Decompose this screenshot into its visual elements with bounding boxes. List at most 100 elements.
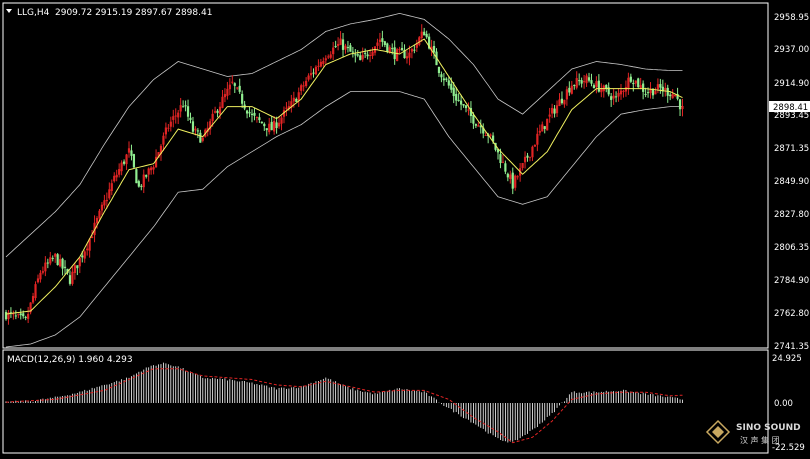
candle-body bbox=[548, 114, 551, 117]
candle-body bbox=[573, 84, 576, 86]
candle-body bbox=[110, 183, 113, 191]
candle bbox=[73, 262, 76, 280]
candle bbox=[661, 79, 664, 97]
candle-body bbox=[297, 92, 300, 101]
candle-body bbox=[61, 258, 64, 269]
candle-body bbox=[555, 105, 559, 114]
candle bbox=[541, 121, 544, 132]
candle-body bbox=[681, 106, 684, 110]
candle-body bbox=[275, 122, 278, 129]
candle-body bbox=[81, 255, 84, 258]
candle bbox=[452, 82, 455, 104]
candle bbox=[430, 39, 433, 57]
candle bbox=[398, 46, 401, 54]
candle bbox=[464, 105, 468, 113]
candle bbox=[19, 308, 22, 320]
candle-body bbox=[51, 257, 54, 259]
candle bbox=[27, 306, 30, 324]
candle bbox=[233, 82, 236, 93]
candle-body bbox=[494, 142, 497, 150]
candle bbox=[351, 46, 354, 58]
candle bbox=[349, 42, 352, 52]
candle-body bbox=[324, 58, 327, 61]
candle-body bbox=[383, 41, 386, 45]
candle-body bbox=[91, 236, 94, 239]
candle-body bbox=[182, 106, 185, 108]
candle bbox=[455, 87, 458, 106]
candle bbox=[341, 32, 345, 57]
candle-body bbox=[565, 89, 568, 100]
candle-body bbox=[578, 80, 581, 82]
candle-body bbox=[499, 154, 502, 164]
candle-body bbox=[617, 92, 620, 97]
candle-body bbox=[108, 189, 111, 199]
candle bbox=[108, 182, 111, 200]
candle-body bbox=[231, 81, 234, 83]
candle-body bbox=[659, 84, 662, 88]
candle-body bbox=[398, 48, 401, 50]
candle-body bbox=[452, 87, 455, 97]
candle bbox=[282, 106, 286, 124]
candle-body bbox=[491, 135, 495, 142]
candle bbox=[674, 94, 677, 98]
candle-body bbox=[651, 88, 655, 96]
candle-body bbox=[516, 176, 519, 178]
candle bbox=[632, 79, 635, 92]
candle-body bbox=[54, 253, 57, 257]
candle bbox=[49, 251, 52, 266]
candle-body bbox=[317, 65, 320, 67]
candle-body bbox=[159, 145, 163, 154]
candle-body bbox=[167, 127, 170, 129]
candle bbox=[432, 40, 436, 59]
candle-body bbox=[597, 80, 600, 92]
candle bbox=[612, 88, 615, 105]
candle-body bbox=[531, 146, 534, 158]
candle-body bbox=[113, 175, 116, 182]
candle bbox=[570, 80, 573, 95]
candle-body bbox=[78, 257, 81, 267]
candle-body bbox=[583, 81, 586, 83]
candle bbox=[629, 73, 632, 84]
candle-body bbox=[19, 313, 22, 316]
candle bbox=[189, 112, 192, 124]
candle-body bbox=[580, 80, 583, 84]
candle-body bbox=[120, 162, 123, 172]
candle bbox=[127, 141, 131, 158]
candle-body bbox=[447, 80, 450, 86]
candle bbox=[169, 116, 172, 132]
candle bbox=[413, 44, 416, 54]
candle-body bbox=[359, 55, 362, 61]
candle bbox=[41, 266, 44, 275]
candle bbox=[314, 65, 318, 76]
candle bbox=[196, 128, 199, 139]
candle-body bbox=[504, 163, 507, 172]
candle-body bbox=[477, 125, 480, 127]
candle-body bbox=[346, 47, 350, 49]
candle bbox=[671, 89, 674, 99]
candle bbox=[423, 27, 426, 36]
candle-body bbox=[164, 127, 167, 135]
candle-body bbox=[255, 116, 259, 118]
candle-body bbox=[570, 85, 573, 94]
candle bbox=[501, 154, 505, 164]
candle-body bbox=[391, 48, 394, 50]
candle-body bbox=[140, 185, 143, 187]
candle-body bbox=[605, 85, 608, 89]
candle bbox=[580, 77, 583, 88]
candle bbox=[309, 66, 313, 80]
candle bbox=[54, 252, 57, 263]
candle-body bbox=[145, 174, 148, 177]
candle-body bbox=[122, 161, 126, 164]
candle bbox=[462, 103, 465, 108]
candle-body bbox=[59, 259, 62, 267]
candle-body bbox=[86, 248, 89, 251]
candle bbox=[214, 106, 217, 114]
candle bbox=[437, 66, 441, 77]
candle-body bbox=[378, 39, 382, 42]
symbol-dropdown-icon[interactable] bbox=[6, 9, 12, 13]
bollinger-lower-line bbox=[5, 91, 683, 348]
candle bbox=[125, 153, 128, 170]
price-tag-background bbox=[769, 101, 810, 112]
candle-body bbox=[238, 85, 241, 92]
